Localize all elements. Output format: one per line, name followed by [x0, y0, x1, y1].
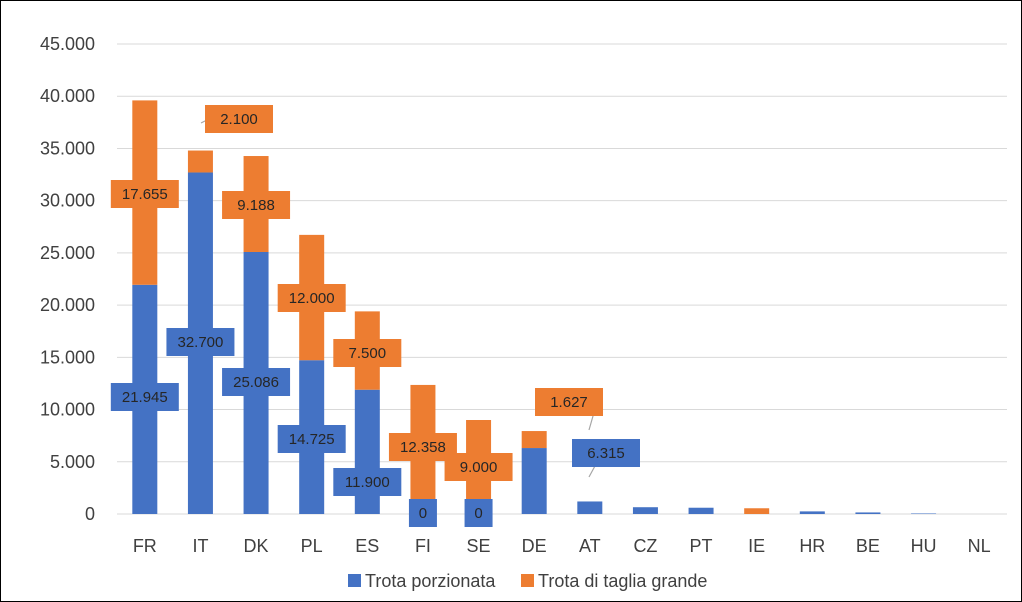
data-label-trota-porzionata-box: [222, 368, 291, 396]
bar-trota-taglia-grande: [521, 431, 547, 449]
data-label-trota-taglia-grande: 9.000: [460, 459, 498, 476]
x-tick-label: AT: [579, 536, 601, 556]
bar-trota-taglia-grande: [187, 150, 213, 173]
bar-trota-porzionata: [799, 511, 825, 514]
data-label-trota-porzionata: 21.945: [122, 389, 168, 406]
data-label-trota-taglia-grande-box: [110, 180, 179, 208]
x-tick-label: CZ: [633, 536, 657, 556]
data-label-trota-porzionata-box: [572, 439, 640, 467]
bar-trota-taglia-grande: [744, 508, 770, 514]
y-tick-label: 45.000: [40, 34, 95, 54]
bar-trota-porzionata: [632, 507, 658, 514]
data-label-trota-taglia-grande-box: [222, 191, 291, 219]
x-tick-label: FI: [415, 536, 431, 556]
x-tick-label: NL: [968, 536, 991, 556]
x-tick-label: DE: [522, 536, 547, 556]
x-tick-label: IE: [748, 536, 765, 556]
data-label-trota-porzionata: 6.315: [587, 445, 625, 462]
data-label-trota-porzionata: 11.900: [345, 474, 390, 491]
x-tick-label: IT: [192, 536, 208, 556]
y-tick-label: 30.000: [40, 191, 95, 211]
x-tick-label: SE: [467, 536, 491, 556]
data-label-trota-porzionata: 32.700: [177, 334, 223, 351]
data-label-trota-porzionata-box: [408, 499, 437, 527]
legend-label-trota-porzionata: Trota porzionata: [365, 571, 496, 591]
data-label-trota-porzionata: 0: [419, 505, 427, 522]
data-label-trota-taglia-grande-box: [535, 388, 603, 416]
x-tick-label: HR: [799, 536, 825, 556]
data-label-trota-taglia-grande-box: [333, 339, 402, 367]
data-label-trota-taglia-grande: 9.188: [237, 197, 275, 214]
legend-label-trota-taglia-grande: Trota di taglia grande: [538, 571, 707, 591]
y-tick-label: 25.000: [40, 243, 95, 263]
data-label-trota-taglia-grande: 12.000: [289, 290, 335, 307]
bar-trota-porzionata: [521, 448, 547, 514]
y-tick-label: 40.000: [40, 86, 95, 106]
data-label-trota-porzionata: 14.725: [289, 431, 335, 448]
data-label-trota-taglia-grande: 12.358: [400, 439, 446, 456]
x-tick-label: DK: [244, 536, 269, 556]
data-label-trota-porzionata-box: [277, 425, 346, 453]
x-tick-label: PT: [690, 536, 713, 556]
data-label-trota-porzionata-box: [464, 499, 493, 527]
bar-trota-porzionata: [688, 507, 714, 514]
y-tick-label: 10.000: [40, 400, 95, 420]
x-tick-label: BE: [856, 536, 880, 556]
data-label-trota-porzionata-box: [333, 468, 402, 496]
legend-swatch-trota-porzionata: [348, 574, 361, 587]
data-label-trota-porzionata: 25.086: [233, 374, 279, 391]
y-tick-label: 0: [85, 504, 95, 524]
x-tick-label: FR: [133, 536, 157, 556]
x-tick-label: HU: [911, 536, 937, 556]
x-tick-label: PL: [301, 536, 323, 556]
y-tick-label: 35.000: [40, 138, 95, 158]
bar-trota-porzionata: [911, 513, 937, 514]
data-label-trota-taglia-grande: 7.500: [349, 345, 387, 362]
bar-trota-porzionata: [577, 501, 603, 514]
data-label-trota-taglia-grande: 17.655: [122, 186, 168, 203]
data-label-trota-porzionata: 0: [474, 505, 482, 522]
data-label-trota-taglia-grande-box: [444, 453, 513, 481]
y-tick-label: 20.000: [40, 295, 95, 315]
data-label-trota-taglia-grande: 2.100: [220, 111, 258, 128]
bar-trota-porzionata: [855, 512, 881, 514]
legend-swatch-trota-taglia-grande: [521, 574, 534, 587]
x-tick-label: ES: [355, 536, 379, 556]
y-tick-label: 15.000: [40, 347, 95, 367]
data-label-trota-taglia-grande-box: [277, 284, 346, 312]
data-label-trota-porzionata-box: [110, 383, 179, 411]
y-tick-label: 5.000: [50, 452, 95, 472]
data-label-trota-porzionata-box: [166, 328, 235, 356]
data-label-trota-taglia-grande: 1.627: [550, 394, 588, 411]
data-label-trota-taglia-grande-box: [205, 105, 273, 133]
